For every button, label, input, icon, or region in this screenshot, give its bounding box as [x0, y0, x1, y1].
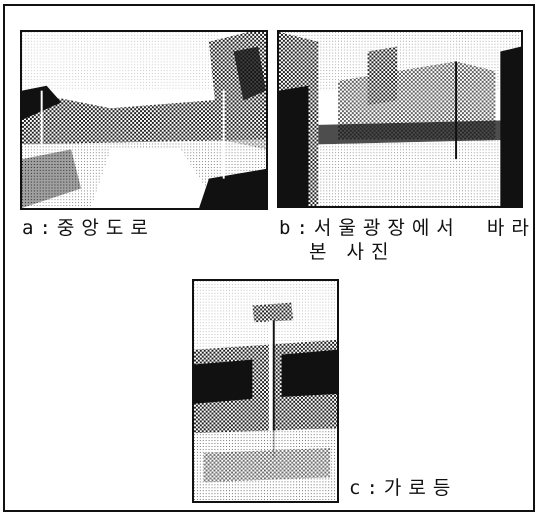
figure-frame: a: 중앙도로 b: 서울광장에서 바라 본 사진 c: 가로등: [3, 4, 535, 512]
caption-a: a: 중앙도로: [22, 216, 155, 240]
caption-c-text: 가로등: [383, 477, 458, 499]
caption-b-text-2: 본 사진: [309, 241, 396, 263]
caption-b-text: 서울광장에서 바라: [313, 217, 536, 239]
photo-c-street-lamp: [192, 279, 339, 503]
caption-b-label: b: [279, 217, 291, 239]
caption-c-label: c: [349, 477, 361, 499]
photo-b-seoul-plaza-view: [277, 30, 523, 208]
caption-c-separator: :: [366, 477, 378, 499]
caption-c: c: 가로등: [349, 476, 457, 500]
caption-a-separator: :: [39, 217, 51, 239]
caption-a-label: a: [22, 217, 34, 239]
photo-a-central-road: [20, 30, 268, 210]
caption-b-separator: :: [296, 217, 308, 239]
caption-a-text: 중앙도로: [56, 217, 155, 239]
caption-b: b: 서울광장에서 바라: [279, 216, 536, 240]
caption-b-line2: 본 사진: [309, 240, 395, 264]
